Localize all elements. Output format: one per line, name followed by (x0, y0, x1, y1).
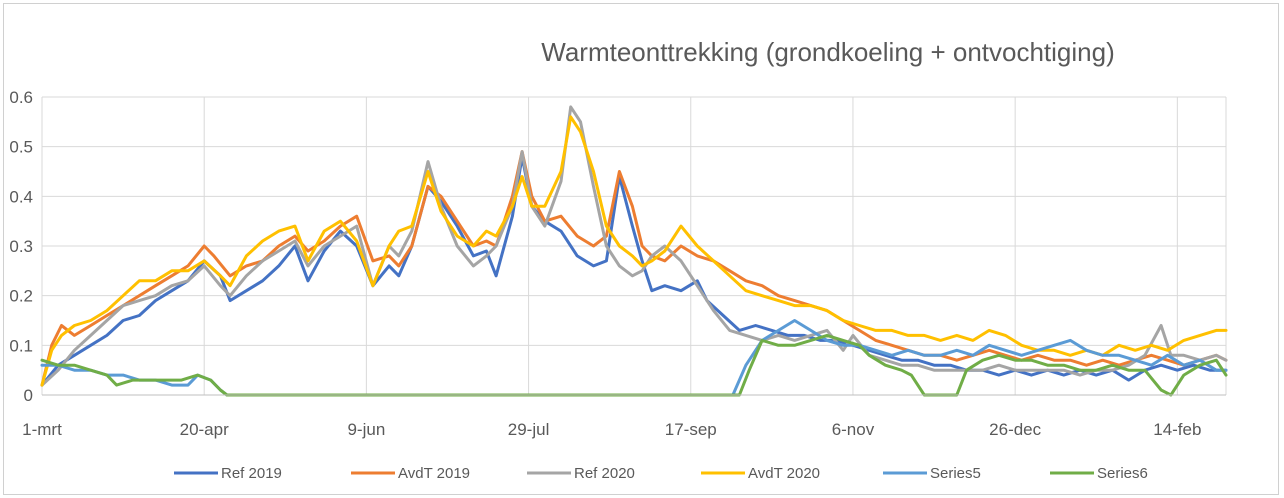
legend-item: Series5 (883, 465, 981, 482)
x-axis-tick-labels: 1-mrt 20-apr 9-jun 29-jul 17-sep 6-nov 26-dec 1… (22, 420, 1201, 439)
y-tick-label: 0.6 (9, 88, 33, 107)
legend: Ref 2019 AvdT 2019 Ref 2020 AvdT 2020 Series… (174, 465, 1148, 482)
legend-item: AvdT 2020 (701, 465, 820, 482)
x-tick-label: 9-jun (347, 420, 385, 439)
legend-label: Ref 2020 (574, 465, 635, 482)
x-tick-label: 26-dec (989, 420, 1041, 439)
y-tick-label: 0.3 (9, 237, 33, 256)
x-tick-label: 20-apr (180, 420, 229, 439)
x-tick-label: 1-mrt (22, 420, 62, 439)
y-tick-label: 0.1 (9, 336, 33, 355)
legend-item: AvdT 2019 (351, 465, 470, 482)
legend-item: Ref 2019 (174, 465, 282, 482)
x-tick-label: 17-sep (665, 420, 717, 439)
series-line-3 (40, 105, 1228, 387)
x-tick-label: 29-jul (508, 420, 550, 439)
legend-label: AvdT 2019 (398, 465, 470, 482)
legend-label: Series5 (930, 465, 981, 482)
legend-label: Ref 2019 (221, 465, 282, 482)
series-line-6 (40, 333, 1228, 397)
y-tick-label: 0 (24, 386, 33, 405)
legend-item: Series6 (1050, 465, 1148, 482)
y-tick-label: 0.2 (9, 287, 33, 306)
legend-label: Series6 (1097, 465, 1148, 482)
x-tick-label: 6-nov (832, 420, 875, 439)
legend-item: Ref 2020 (527, 465, 635, 482)
chart-title: Warmteonttrekking (grondkoeling + ontvoc… (541, 37, 1115, 67)
y-axis-tick-labels: 0 0.1 0.2 0.3 0.4 0.5 0.6 (9, 88, 33, 405)
legend-label: AvdT 2020 (748, 465, 820, 482)
y-tick-label: 0.5 (9, 138, 33, 157)
horizontal-gridlines (42, 96, 1226, 346)
series-lines (40, 105, 1228, 397)
series-line-4 (40, 115, 1228, 387)
x-tick-label: 14-feb (1153, 420, 1201, 439)
chart-frame: Warmteonttrekking (grondkoeling + ontvoc… (3, 3, 1279, 495)
y-tick-label: 0.4 (9, 187, 33, 206)
line-chart: Warmteonttrekking (grondkoeling + ontvoc… (9, 37, 1228, 482)
